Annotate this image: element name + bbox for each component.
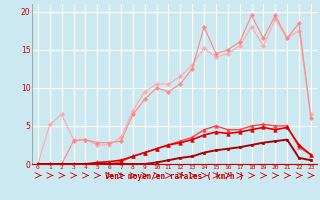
X-axis label: Vent moyen/en rafales ( km/h ): Vent moyen/en rafales ( km/h ): [105, 172, 244, 181]
